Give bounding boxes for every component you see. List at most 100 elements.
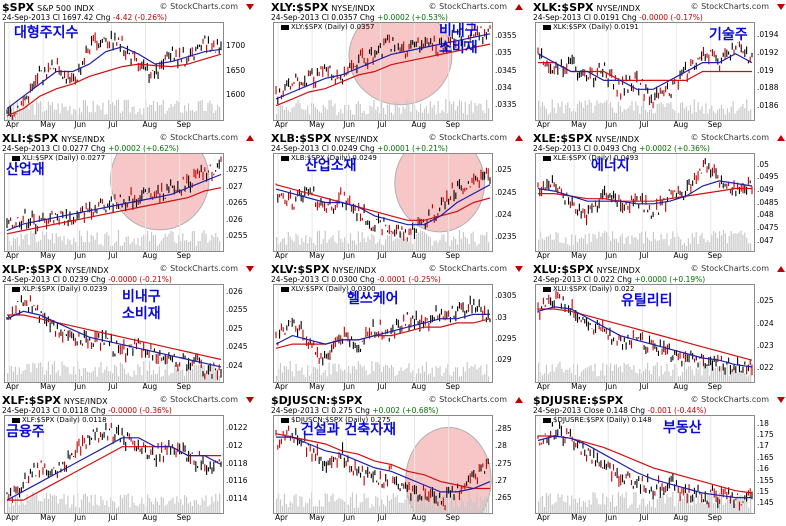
volume-bar (633, 237, 635, 251)
volume-bar (84, 367, 87, 382)
volume-bar (596, 100, 598, 120)
triangle-down-icon[interactable] (246, 397, 254, 403)
volume-bar (602, 493, 604, 513)
volume-bar (110, 497, 112, 513)
volume-bar (439, 239, 441, 251)
volume-bar (429, 373, 431, 382)
volume-bar (381, 499, 383, 513)
volume-bar (672, 492, 674, 513)
x-tick-label: Aug (142, 382, 158, 391)
volume-bar (742, 365, 744, 382)
volume-bar (381, 372, 383, 382)
triangle-up-icon[interactable] (777, 266, 785, 272)
triangle-up-icon[interactable] (515, 4, 523, 10)
volume-bar (361, 366, 363, 382)
volume-bar (289, 236, 291, 251)
volume-bar (36, 242, 38, 251)
triangle-down-icon[interactable] (515, 266, 523, 272)
ma-short-line (275, 184, 491, 226)
legend-text: XLF:$SPX (Daily) 0.0118 (22, 416, 107, 424)
volume-bar (191, 506, 194, 513)
y-tick-label: .275 (495, 458, 512, 468)
volume-bar (285, 244, 287, 251)
y-tick-label: .155 (757, 475, 774, 485)
korean-label-line: 산업소재 (305, 158, 357, 174)
volume-bar (379, 364, 381, 382)
volume-bar (96, 104, 98, 120)
plot-area (273, 22, 493, 121)
volume-bar (720, 365, 723, 382)
triangle-down-icon[interactable] (777, 4, 785, 10)
volume-bar (168, 233, 170, 251)
korean-label-line: 비내구 (122, 289, 161, 305)
volume-bar (174, 103, 176, 120)
volume-bar (102, 102, 104, 120)
stockcharts-watermark: © StockCharts.com (690, 2, 769, 11)
volume-bar (555, 113, 557, 120)
triangle-up-icon[interactable] (246, 135, 254, 141)
triangle-up-icon[interactable] (515, 397, 523, 403)
date-label: 24-Sep-2013 (271, 406, 320, 415)
volume-bar (125, 495, 127, 513)
volume-bar (312, 243, 315, 251)
volume-bar (406, 241, 408, 251)
volume-bar (433, 376, 435, 382)
volume-bar (172, 231, 174, 251)
volume-bar (100, 361, 102, 382)
triangle-up-icon[interactable] (777, 135, 785, 141)
volume-bar (309, 114, 311, 120)
volume-bar (49, 239, 51, 251)
triangle-down-icon[interactable] (246, 4, 254, 10)
volume-bar (569, 367, 571, 382)
volume-bar (289, 501, 291, 513)
volume-bar (209, 100, 211, 120)
volume-bar (451, 496, 453, 513)
volume-bar (30, 230, 32, 251)
volume-bar (715, 503, 717, 513)
volume-bar (154, 111, 157, 120)
volume-bar (637, 507, 639, 513)
volume-bar (373, 235, 375, 251)
volume-bar (718, 369, 721, 382)
y-tick-label: .0255 (226, 305, 248, 315)
volume-bar (390, 499, 392, 513)
volume-bar (141, 236, 143, 251)
volume-bar (369, 239, 371, 251)
volume-bar (470, 498, 472, 513)
volume-bar (43, 498, 46, 513)
volume-bar (178, 368, 180, 382)
volume-bar (121, 363, 123, 382)
volume-bar (14, 494, 16, 513)
triangle-down-icon[interactable] (246, 266, 254, 272)
volume-bar (373, 371, 375, 382)
volume-bar (316, 230, 319, 251)
triangle-up-icon[interactable] (515, 135, 523, 141)
volume-bar (211, 496, 213, 513)
volume-bar (408, 500, 410, 513)
volume-bar (324, 493, 326, 513)
volume-bar (342, 371, 344, 382)
volume-bar (150, 104, 153, 120)
volume-bar (639, 233, 641, 251)
volume-bar (392, 493, 394, 513)
volume-bar (715, 232, 717, 251)
volume-bar (617, 492, 619, 513)
triangle-down-icon[interactable] (777, 397, 785, 403)
volume-bar (666, 494, 668, 513)
volume-bar (199, 240, 201, 251)
volume-bar (307, 243, 309, 251)
volume-bar (674, 110, 676, 120)
volume-bar (730, 106, 732, 120)
x-tick-label: Aug (673, 513, 689, 522)
volume-bar (158, 105, 160, 120)
volume-bar (639, 113, 641, 120)
volume-bar (59, 236, 61, 251)
volume-bar (680, 375, 682, 382)
volume-bar (285, 503, 287, 513)
volume-bar (213, 361, 215, 382)
volume-bar (305, 109, 307, 120)
korean-sector-label: 에너지 (591, 158, 630, 175)
volume-bar (276, 375, 278, 382)
volume-bar (742, 496, 744, 513)
volume-bar (114, 105, 116, 120)
